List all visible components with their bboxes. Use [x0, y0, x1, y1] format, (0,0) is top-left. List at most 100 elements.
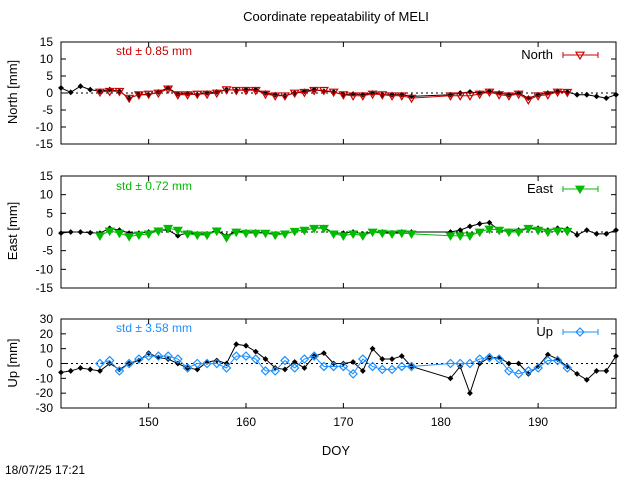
north-series-point [94, 88, 105, 98]
north-series-point [240, 86, 252, 96]
up-series-point [533, 363, 543, 373]
north-legend-label: North [521, 47, 553, 62]
east-ytick-label: -15 [36, 281, 54, 295]
east-series-point [192, 231, 203, 241]
up-reference-point [282, 366, 288, 373]
up-reference-point [515, 360, 522, 367]
north-series-point [124, 94, 135, 104]
east-series-point [474, 228, 485, 238]
east-reference-point [58, 230, 64, 237]
east-reference-point [77, 229, 84, 235]
up-series-point [542, 355, 553, 366]
up-reference-point [301, 365, 308, 371]
north-series-point [464, 92, 475, 101]
up-series-point [280, 355, 290, 366]
up-series-point [357, 354, 368, 364]
up-ytick-label: 20 [40, 327, 54, 341]
up-reference-point [447, 375, 454, 382]
east-series-point [503, 228, 514, 238]
xtick-label: 150 [139, 415, 159, 429]
north-series-point [552, 88, 563, 98]
xtick-label: 180 [431, 415, 451, 429]
up-series-point [153, 351, 164, 361]
east-legend: East [527, 181, 553, 196]
east-series-point [387, 230, 398, 240]
east-series-point [211, 227, 222, 237]
north-series-point [279, 92, 290, 101]
up-series-point [396, 361, 407, 372]
east-reference-point [476, 220, 483, 227]
north-plot-area: -15 -10 -5 0 5 10 15 [36, 35, 619, 151]
up-reference-point [243, 342, 249, 349]
east-series-point [377, 229, 388, 239]
north-ytick-label: 10 [40, 52, 54, 66]
north-std-label: std ± 0.85 mm [116, 44, 192, 58]
east-series-point [279, 230, 290, 240]
east-series-point [182, 230, 193, 240]
up-legend-label: Up [536, 324, 553, 339]
up-series-point [211, 358, 222, 369]
east-series-point [153, 227, 164, 237]
north-legend-marker [574, 51, 586, 61]
north-series-point [328, 88, 339, 98]
up-reference-point [67, 368, 74, 374]
east-series-point [542, 228, 553, 238]
up-series-point [221, 363, 232, 373]
east-reference-point [574, 232, 580, 238]
east-reference-point [593, 230, 600, 237]
up-series-point [338, 361, 349, 372]
up-reference-point [398, 353, 405, 359]
up-series-point [124, 358, 135, 369]
east-series-point [318, 224, 329, 234]
east-series-point [309, 224, 320, 234]
north-series-point [377, 91, 388, 100]
north-series-point [542, 91, 553, 100]
up-series-point [241, 351, 251, 361]
east-series-point [523, 224, 534, 234]
up-series-point [348, 369, 358, 379]
east-series-point [133, 231, 144, 241]
up-reference-point [77, 365, 84, 371]
up-ytick-label: -20 [36, 386, 54, 400]
east-series-point [533, 226, 544, 236]
east-series-point [172, 226, 183, 236]
east-series-point [289, 227, 300, 237]
north-legend: North [521, 47, 553, 62]
north-series-point [163, 85, 174, 95]
north-ylabel: North [mm] [5, 60, 20, 124]
up-reference-point [389, 356, 395, 362]
xtick-label: 190 [528, 415, 548, 429]
up-series-point [562, 363, 573, 373]
east-reference-point [174, 232, 181, 239]
east-series-point [338, 232, 349, 241]
up-reference-point [350, 359, 357, 365]
east-series-point [299, 226, 310, 236]
north-series-point [250, 86, 261, 96]
up-series-point [202, 358, 212, 369]
up-series-point [328, 361, 339, 372]
east-series-point [114, 229, 125, 239]
north-series-point [562, 88, 573, 98]
up-reference-point [603, 368, 610, 374]
up-reference-point [340, 360, 347, 367]
up-reference-line [60, 343, 617, 395]
up-ylabel: Up [mm] [5, 338, 20, 387]
north-series-point [387, 92, 398, 101]
up-series-point [299, 354, 310, 364]
up-ytick-label: -10 [36, 371, 54, 385]
up-reference-point [233, 341, 240, 348]
up-reference-point [194, 366, 201, 373]
up-series-point [455, 358, 466, 369]
north-series-point [143, 90, 154, 100]
north-reference-point [613, 91, 619, 98]
north-series-point [289, 89, 300, 99]
up-series-point [309, 351, 320, 361]
up-ytick-label: -30 [36, 401, 54, 415]
east-series-point [202, 231, 213, 241]
east-series-point [513, 228, 524, 238]
east-reference-point [613, 227, 619, 234]
east-ytick-label: -10 [36, 262, 54, 276]
north-series-point [270, 92, 281, 101]
xtick-label: 170 [333, 415, 353, 429]
